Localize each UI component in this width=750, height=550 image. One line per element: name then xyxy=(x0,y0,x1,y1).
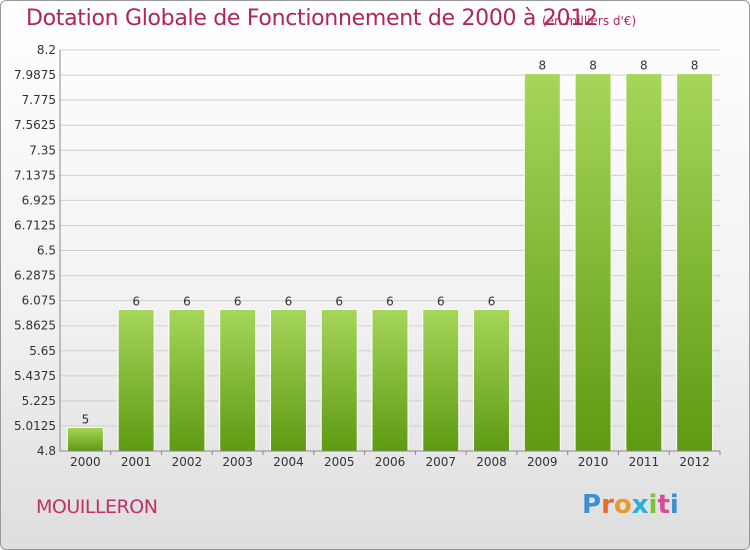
bar-2007[interactable] xyxy=(422,308,460,452)
value-label: 6 xyxy=(386,294,394,308)
value-label: 6 xyxy=(234,294,242,308)
x-tick-label: 2011 xyxy=(629,455,660,469)
value-labels-layer: 5 6 6 6 6 6 6 6 6 8 8 8 8 xyxy=(82,59,699,427)
bar-2004[interactable] xyxy=(269,308,307,452)
logo-letter: i xyxy=(669,490,679,520)
y-tick-label: 5.4375 xyxy=(14,369,56,383)
y-tick-label: 6.5 xyxy=(37,244,56,258)
y-tick-label: 5.65 xyxy=(29,344,56,358)
x-tick-label: 2010 xyxy=(578,455,609,469)
bar-2005[interactable] xyxy=(320,308,358,452)
bar-2012[interactable] xyxy=(676,73,714,452)
value-label: 6 xyxy=(183,294,191,308)
x-tick-label: 2002 xyxy=(172,455,203,469)
value-label: 6 xyxy=(285,294,293,308)
bar-2008[interactable] xyxy=(473,308,511,452)
bar-2011[interactable] xyxy=(625,73,663,452)
axis-layer xyxy=(59,50,721,455)
logo-letter: P xyxy=(582,490,602,520)
bar-2003[interactable] xyxy=(219,308,257,452)
y-tick-label: 5.0125 xyxy=(14,419,56,433)
value-label: 6 xyxy=(437,294,445,308)
y-tick-label: 7.35 xyxy=(29,143,56,157)
value-label: 8 xyxy=(538,59,546,73)
y-tick-label: 7.9875 xyxy=(14,68,56,82)
x-tick-label: 2001 xyxy=(121,455,152,469)
bar-2010[interactable] xyxy=(574,73,612,452)
y-tick-label: 6.2875 xyxy=(14,269,56,283)
y-axis-tick-labels: 4.8 5.0125 5.225 5.4375 5.65 5.8625 6.075 6.287… xyxy=(14,43,56,458)
x-tick-label: 2005 xyxy=(324,455,355,469)
value-label: 8 xyxy=(691,59,699,73)
y-tick-label: 6.075 xyxy=(22,294,56,308)
y-tick-label: 7.1375 xyxy=(14,168,56,182)
chart-title: Dotation Globale de Fonctionnement de 20… xyxy=(26,6,598,31)
x-tick-label: 2006 xyxy=(375,455,406,469)
logo-letter: x xyxy=(631,490,649,520)
value-label: 8 xyxy=(589,59,597,73)
logo-letter: t xyxy=(657,490,670,520)
bars-layer xyxy=(66,73,714,452)
y-tick-label: 8.2 xyxy=(37,43,56,57)
value-label: 6 xyxy=(488,294,496,308)
y-tick-label: 7.775 xyxy=(22,93,56,107)
bar-2001[interactable] xyxy=(117,308,155,452)
x-tick-label: 2007 xyxy=(425,455,456,469)
proxiti-logo[interactable]: Proxiti xyxy=(582,490,679,520)
bar-2009[interactable] xyxy=(523,73,561,452)
bar-2002[interactable] xyxy=(168,308,206,452)
x-tick-label: 2003 xyxy=(222,455,253,469)
value-label: 5 xyxy=(82,412,90,426)
y-tick-label: 4.8 xyxy=(37,444,56,458)
bar-2000[interactable] xyxy=(66,426,104,452)
logo-letter: o xyxy=(613,490,632,520)
bar-2006[interactable] xyxy=(371,308,409,452)
x-tick-label: 2000 xyxy=(70,455,101,469)
chart-subtitle: (en milliers d'€) xyxy=(542,14,637,28)
value-label: 6 xyxy=(335,294,343,308)
y-tick-label: 7.5625 xyxy=(14,118,56,132)
y-tick-label: 5.8625 xyxy=(14,319,56,333)
x-tick-label: 2008 xyxy=(476,455,507,469)
x-tick-label: 2009 xyxy=(527,455,558,469)
value-label: 6 xyxy=(132,294,140,308)
logo-letter: i xyxy=(648,490,658,520)
x-axis-tick-labels: 2000 2001 2002 2003 2004 2005 2006 2007 2008 2009… xyxy=(70,455,710,469)
commune-name: MOUILLERON xyxy=(36,496,158,518)
y-tick-label: 6.7125 xyxy=(14,218,56,232)
x-tick-label: 2004 xyxy=(273,455,304,469)
y-tick-label: 5.225 xyxy=(22,394,56,408)
logo-letter: r xyxy=(601,490,614,520)
y-tick-label: 6.925 xyxy=(22,193,56,207)
x-tick-label: 2012 xyxy=(679,455,710,469)
value-label: 8 xyxy=(640,59,648,73)
